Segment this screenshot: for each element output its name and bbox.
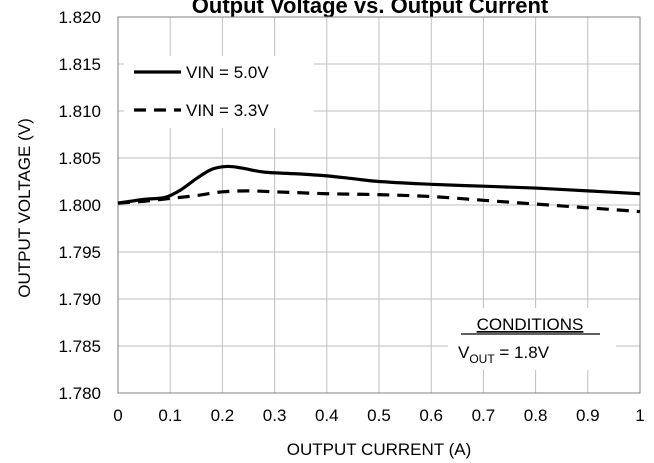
conditions-heading: CONDITIONS [477,315,584,334]
x-tick-labels: 0 0.1 0.2 0.3 0.4 0.5 0.6 0.7 0.8 0.9 1 [113,406,644,425]
x-tick-label-5: 0.5 [367,406,391,425]
series-group [117,164,641,214]
chart-title: Output Voltage vs. Output Current [192,0,549,18]
y-tick-label-5: 1.805 [58,149,101,168]
series-line-1 [117,189,641,214]
x-tick-label-0: 0 [113,406,122,425]
x-tick-label-8: 0.8 [524,406,548,425]
conditions-box: CONDITIONS VOUT = 1.8V [448,308,616,370]
y-tick-labels: 1.780 1.785 1.790 1.795 1.800 1.805 1.810 1.815… [58,8,101,403]
x-axis-title: OUTPUT CURRENT (A) [287,440,472,459]
vout-symbol: V [458,343,470,362]
x-tick-label-2: 0.2 [211,406,235,425]
y-tick-label-8: 1.820 [58,8,101,27]
y-tick-label-2: 1.790 [58,290,101,309]
y-tick-label-1: 1.785 [58,337,101,356]
x-tick-label-4: 0.4 [315,406,339,425]
x-tick-label-7: 0.7 [472,406,496,425]
x-tick-label-3: 0.3 [263,406,287,425]
y-axis-title: OUTPUT VOLTAGE (V) [15,118,34,297]
series-line-0 [117,164,641,205]
legend: VIN = 5.0V VIN = 3.3V [124,56,314,128]
vout-subscript: OUT [469,352,495,366]
x-tick-label-10: 1 [635,406,644,425]
y-tick-label-4: 1.800 [58,196,101,215]
y-tick-label-6: 1.810 [58,102,101,121]
legend-label-vin-3-3v: VIN = 3.3V [186,101,269,120]
y-tick-label-7: 1.815 [58,55,101,74]
y-tick-label-3: 1.795 [58,243,101,262]
legend-background [124,56,314,128]
x-tick-label-1: 0.1 [158,406,182,425]
vout-value: = 1.8V [495,343,550,362]
plot-border [117,16,641,394]
legend-label-vin-5v: VIN = 5.0V [186,63,269,82]
plot-frame [117,16,641,394]
conditions-background [448,308,616,370]
x-tick-label-9: 0.9 [576,406,600,425]
x-tick-label-6: 0.6 [419,406,443,425]
conditions-vout: VOUT = 1.8V [458,343,550,366]
y-tick-label-0: 1.780 [58,384,101,403]
